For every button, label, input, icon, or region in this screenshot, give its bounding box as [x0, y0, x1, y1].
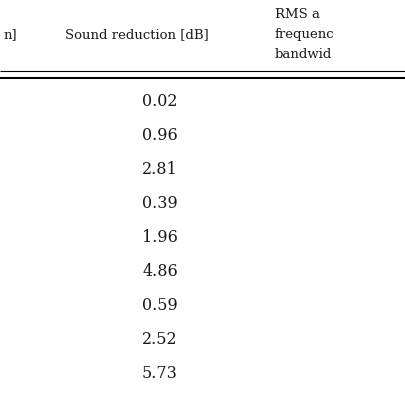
Text: 0.96: 0.96 — [142, 127, 177, 144]
Text: 0.39: 0.39 — [142, 194, 177, 211]
Text: 0.02: 0.02 — [142, 93, 177, 110]
Text: bandwid: bandwid — [274, 48, 332, 61]
Text: n]: n] — [4, 28, 17, 41]
Text: 4.86: 4.86 — [142, 262, 177, 279]
Text: 2.81: 2.81 — [142, 161, 177, 177]
Text: 0.59: 0.59 — [142, 296, 177, 313]
Text: 5.73: 5.73 — [142, 364, 177, 381]
Text: 2.52: 2.52 — [142, 330, 177, 347]
Text: frequenc: frequenc — [274, 28, 334, 41]
Text: 1.96: 1.96 — [142, 228, 177, 245]
Text: Sound reduction [dB]: Sound reduction [dB] — [65, 28, 208, 41]
Text: RMS a: RMS a — [274, 8, 319, 21]
